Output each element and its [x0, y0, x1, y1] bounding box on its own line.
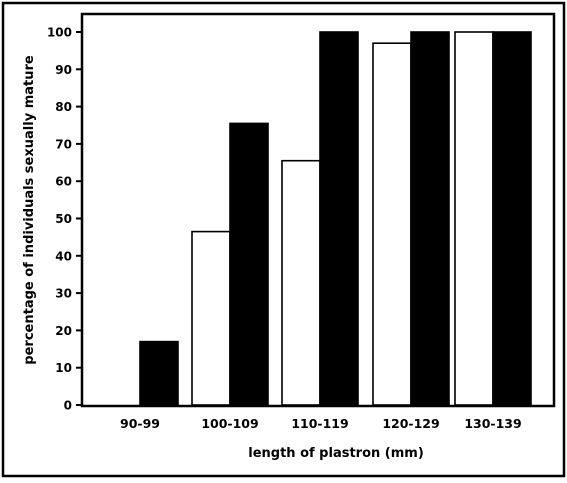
bar-open-100-109	[191, 230, 231, 406]
y-tick-label-10: 10	[55, 361, 72, 375]
x-axis-title: length of plastron (mm)	[248, 446, 424, 461]
y-tick-label-70: 70	[55, 137, 72, 151]
y-tick-label-20: 20	[55, 324, 72, 338]
x-tick-label-100-109: 100-109	[201, 416, 258, 431]
y-tick-label-0: 0	[64, 399, 72, 413]
y-tick-label-80: 80	[55, 100, 72, 114]
x-tick-label-120-129: 120-129	[382, 416, 439, 431]
y-tick-label-60: 60	[55, 175, 72, 189]
bar-solid-130-139	[492, 31, 532, 406]
x-tick-label-90-99: 90-99	[120, 416, 160, 431]
bar-solid-110-119	[319, 31, 359, 406]
bar-solid-90-99	[139, 340, 179, 406]
bar-solid-120-129	[410, 31, 450, 406]
y-axis-title: percentage of individuals sexually matur…	[22, 55, 37, 365]
y-tick-label-90: 90	[55, 63, 72, 77]
bar-open-110-119	[281, 159, 321, 406]
y-axis-ticks: 0 10 20 30 40 50 60 70 80 90 100	[47, 26, 82, 413]
y-tick-label-40: 40	[55, 249, 72, 263]
x-axis-tick-labels: 90-99 100-109 110-119 120-129 130-139	[120, 416, 522, 431]
y-tick-label-100: 100	[47, 26, 72, 40]
y-tick-label-50: 50	[55, 212, 72, 226]
bar-open-130-139	[454, 31, 494, 406]
x-tick-label-110-119: 110-119	[291, 416, 348, 431]
bars	[139, 31, 532, 406]
bar-solid-100-109	[229, 122, 269, 406]
x-tick-label-130-139: 130-139	[464, 416, 521, 431]
y-tick-label-30: 30	[55, 287, 72, 301]
bar-open-120-129	[372, 42, 412, 406]
